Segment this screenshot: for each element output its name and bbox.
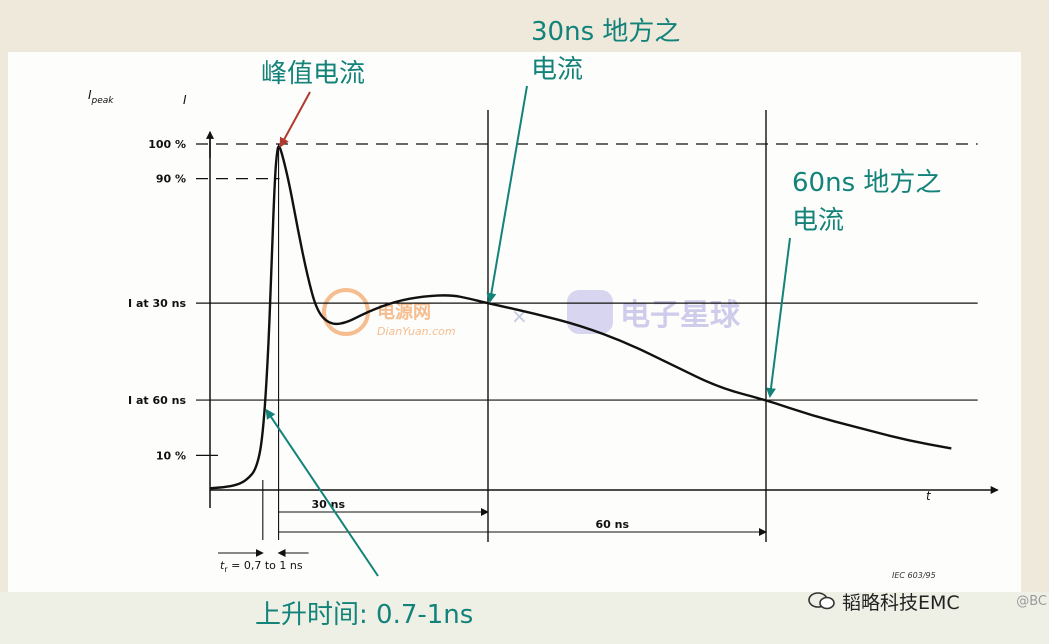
waveform-curve [209, 145, 952, 490]
watermark-xingqiu-text: 电子星球 [620, 298, 741, 333]
level-label-4: 10 % [156, 449, 186, 462]
arrow-peak [279, 91, 311, 148]
bottom-band [0, 592, 1049, 644]
corner-text: @BC [1016, 594, 1047, 609]
y-axis-label-right: I [183, 93, 187, 107]
brand-watermark: 韬略科技EMC [808, 584, 960, 618]
source-tag: IEC 603/95 [892, 571, 936, 580]
watermark-cross: × [511, 304, 528, 328]
annotation-60ns-line1: 60ns 地方之 [792, 168, 941, 198]
dimension-label-1: 60 ns [596, 518, 630, 531]
watermark-dianyuan-url: DianYuan.com [377, 325, 456, 338]
level-label-2: I at 30 ns [128, 297, 186, 310]
annotation-rise-time: 上升时间: 0.7-1ns [255, 600, 473, 630]
arrow-60ns [766, 237, 791, 399]
watermark-dianyuan-text: 电源网 [377, 301, 431, 323]
level-label-1: 90 % [156, 173, 186, 186]
annotation-peak-current: 峰值电流 [261, 59, 365, 89]
x-axis-label: t [926, 489, 932, 503]
arrow-rise-time [265, 408, 379, 577]
wechat-icon [808, 592, 835, 610]
rise-time-label: tr = 0,7 to 1 ns [220, 559, 303, 574]
brand-name: 韬略科技EMC [842, 591, 960, 614]
annotation-60ns-line2: 电流 [792, 206, 844, 236]
dianyuan-logo-icon [322, 288, 370, 336]
arrow-30ns [486, 85, 528, 304]
chart-paper [8, 52, 1021, 638]
y-axis-label: Ipeak [88, 88, 114, 106]
annotation-30ns-line1: 30ns 地方之 [531, 17, 680, 47]
dimension-label-0: 30 ns [312, 498, 346, 511]
annotation-30ns-line2: 电流 [531, 55, 583, 85]
level-label-3: I at 60 ns [128, 394, 186, 407]
level-label-0: 100 % [148, 138, 186, 151]
xingqiu-logo-icon [567, 290, 613, 334]
